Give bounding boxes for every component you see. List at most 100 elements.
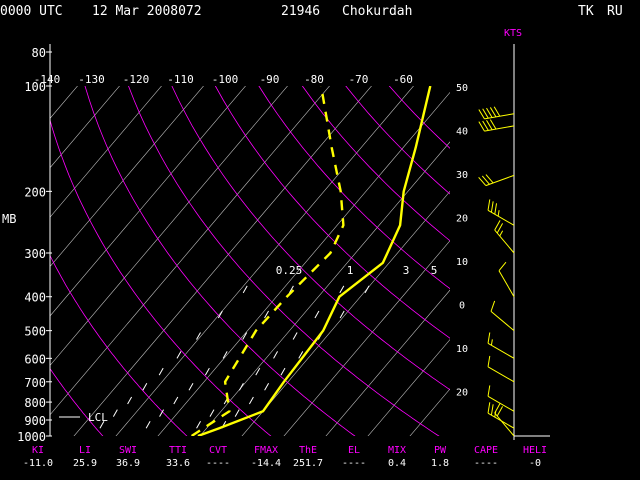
index-label: CAPE: [474, 445, 498, 456]
header-station-id: 21946: [281, 4, 320, 19]
isotherm-line: [325, 289, 450, 436]
mixing-ratio-dash: [196, 420, 201, 429]
index-value: ----: [206, 458, 230, 469]
wind-barb-feather: [496, 223, 504, 234]
isotherm-line: [50, 86, 204, 268]
dewpoint-profile-line: [190, 86, 345, 436]
index-label: LI: [79, 445, 91, 456]
wind-barb-feather: [490, 404, 494, 416]
top-temperature-label: -90: [260, 73, 280, 86]
wind-barb-feather: [482, 108, 489, 119]
index-value: 25.9: [73, 458, 97, 469]
sounding-profiles: [190, 86, 432, 436]
index-label: PW: [434, 445, 447, 456]
mixing-ratio-dash: [112, 409, 118, 417]
index-label: EL: [348, 445, 360, 456]
index-value: -14.4: [251, 458, 281, 469]
top-temperature-label: -130: [78, 73, 105, 86]
isotherm-line: [283, 240, 450, 436]
index-value: ----: [474, 458, 498, 469]
index-label: ThE: [299, 445, 317, 456]
mixing-ratio-dash: [234, 409, 240, 417]
right-temperature-label: 20: [456, 214, 468, 225]
mixing-ratio-dash: [127, 396, 133, 405]
mixing-ratio-dash: [273, 351, 278, 359]
pressure-tick-label: 1000: [17, 430, 46, 444]
wind-barb: [490, 300, 515, 332]
pressure-tick-label: 500: [24, 325, 46, 339]
mixing-ratio-dash: [339, 310, 345, 319]
top-temperature-label: -110: [167, 73, 194, 86]
wind-barb-feather: [478, 109, 485, 120]
stability-indices: KI -11.0 LI 25.9 SWI 36.9 TTI 33.6 CVT ---- FMAX -1…: [23, 445, 547, 469]
index-label: HELI: [523, 445, 547, 456]
mixing-ratio-dash: [288, 285, 294, 294]
wind-barb-staff: [484, 113, 515, 120]
mixing-ratio-dash: [242, 285, 248, 294]
dry-adiabat: [50, 367, 104, 436]
skewt-diagram: [50, 86, 450, 436]
dry-adiabat: [301, 86, 450, 242]
top-temperature-label: -80: [304, 73, 324, 86]
wind-barb-feather: [497, 210, 500, 217]
mixing-ratio-dash: [242, 332, 248, 340]
wind-barb-feather: [490, 300, 496, 312]
wind-barb-feather: [494, 203, 498, 215]
mixing-ratio-dash: [255, 367, 261, 376]
mixing-ratio-dash: [145, 420, 151, 429]
mixing-ratio-dash: [364, 285, 370, 294]
index-value: 1.8: [431, 458, 449, 469]
wind-barb: [487, 332, 515, 359]
wind-barb-staff: [484, 125, 515, 132]
mixing-ratio-dash: [264, 310, 269, 319]
wind-barb-feather: [490, 339, 493, 346]
wind-barb-feather: [481, 175, 490, 185]
index-value: 251.7: [293, 458, 323, 469]
wind-barb-feather: [487, 332, 491, 344]
pressure-axis-label: MB: [2, 212, 16, 226]
top-temperature-label: -140: [34, 73, 61, 86]
header-region: TK: [578, 4, 594, 19]
wind-barb: [487, 385, 515, 412]
wind-barb: [478, 106, 515, 120]
index-label: SWI: [119, 445, 137, 456]
mixing-ratio-dash: [196, 332, 201, 340]
wind-barb-staff: [487, 395, 515, 412]
mixing-ratio-dash: [188, 382, 194, 391]
header-station-name: Chokurdah: [342, 4, 412, 19]
wind-barb-staff: [494, 229, 515, 254]
wind-barb-feather: [487, 402, 491, 414]
wind-barb-feather: [486, 120, 493, 130]
pressure-tick-label: 100: [24, 80, 46, 94]
mixing-ratio-dash: [173, 396, 179, 405]
mixing-ratio-dash: [264, 382, 270, 391]
right-temperature-label: 40: [456, 127, 468, 138]
index-label: KI: [32, 445, 44, 456]
wind-barb: [487, 199, 515, 226]
isotherm-line: [50, 86, 246, 317]
wind-barb-feather: [494, 220, 501, 231]
mixing-ratio-label: 1: [347, 264, 354, 277]
index-value: -0: [529, 458, 541, 469]
dry-adiabat: [84, 86, 356, 436]
temperature-profile-line: [197, 86, 432, 436]
wind-barb-feather: [490, 201, 494, 213]
mixing-ratio-dash: [314, 310, 320, 319]
wind-barb-feather: [493, 106, 501, 117]
pressure-tick-label: 80: [32, 46, 46, 60]
index-label: TTI: [169, 445, 187, 456]
wind-barb-staff: [487, 209, 515, 226]
pressure-tick-label: 400: [24, 291, 46, 305]
mixing-ratio-label: 0.25: [276, 264, 303, 277]
isotherm-line: [241, 190, 450, 436]
index-value: 0.4: [388, 458, 406, 469]
index-label: FMAX: [254, 445, 278, 456]
wind-barb-staff: [487, 366, 515, 383]
right-temperature-label: 10: [456, 257, 468, 268]
wind-barb-feather: [485, 174, 494, 184]
pressure-tick-label: 200: [24, 185, 46, 199]
mixing-ratio-dash: [217, 310, 223, 319]
lcl-label: LCL: [88, 411, 108, 424]
wind-barb-staff: [487, 342, 515, 359]
